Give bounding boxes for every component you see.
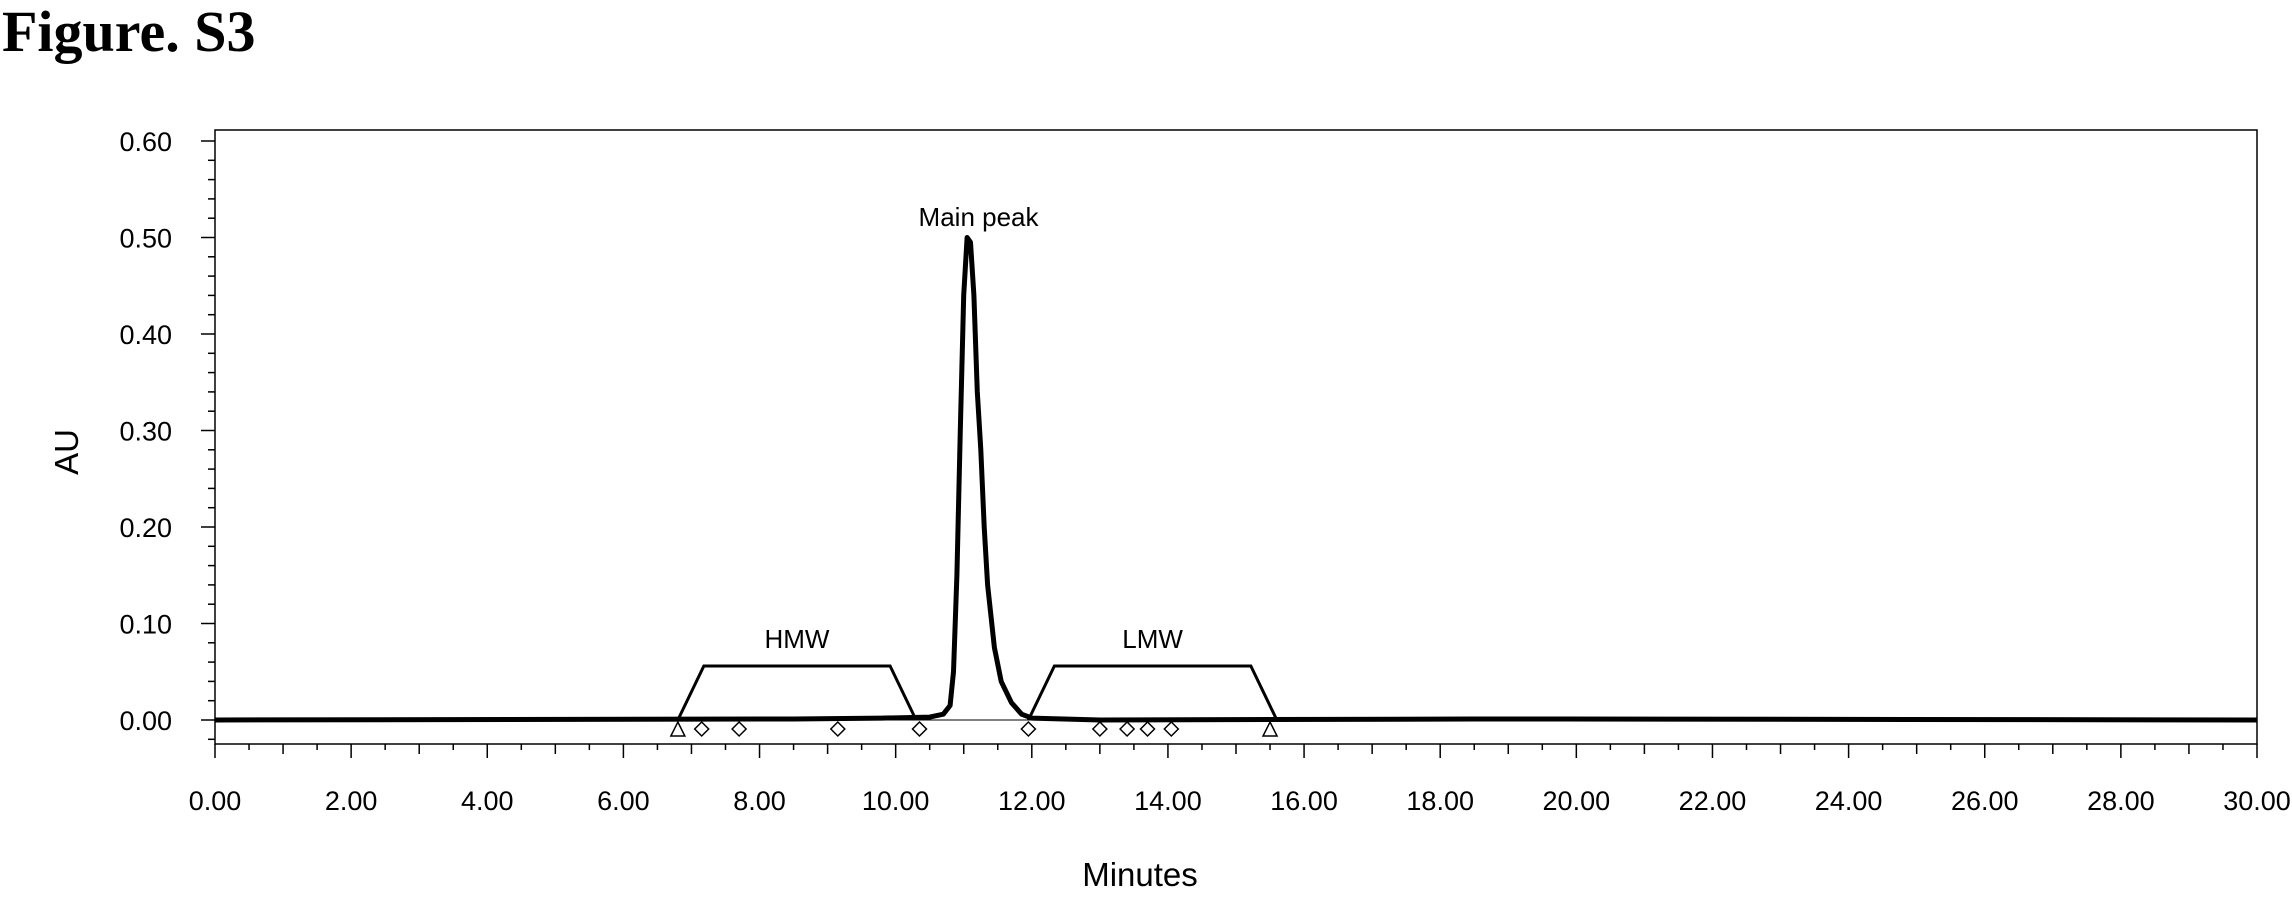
x-tick-label: 20.00: [1543, 786, 1611, 816]
x-tick-label: 30.00: [2223, 786, 2291, 816]
x-tick-label: 24.00: [1815, 786, 1883, 816]
diamond-marker: [911, 720, 928, 738]
diamond-marker: [1020, 720, 1037, 738]
x-tick-label: 6.00: [597, 786, 650, 816]
x-tick-label: 2.00: [325, 786, 378, 816]
x-tick-label: 26.00: [1951, 786, 2019, 816]
diamond-marker: [1119, 720, 1136, 738]
y-tick-label: 0.10: [119, 610, 172, 640]
y-tick-label: 0.00: [119, 706, 172, 736]
x-tick-label: 18.00: [1406, 786, 1474, 816]
x-tick-label: 22.00: [1679, 786, 1747, 816]
x-tick-label: 12.00: [998, 786, 1066, 816]
y-tick-label: 0.50: [119, 224, 172, 254]
bracket-hmw: [676, 664, 918, 721]
y-tick-label: 0.30: [119, 417, 172, 447]
main-peak-label: Main peak: [919, 202, 1040, 232]
bracket-lmw: [1027, 664, 1279, 721]
y-axis-label: AU: [48, 429, 85, 475]
figure-title: Figure. S3: [2, 0, 256, 64]
bracket-label-hmw: HMW: [764, 624, 829, 654]
annotations: Main peak HMW LMW: [676, 202, 1279, 721]
x-tick-label: 14.00: [1134, 786, 1202, 816]
y-tick-label: 0.40: [119, 320, 172, 350]
y-tick-label: 0.60: [119, 127, 172, 157]
markers: [669, 720, 1279, 738]
x-tick-label: 0.00: [189, 786, 242, 816]
series-group: [214, 235, 2258, 723]
x-axis-label: Minutes: [1082, 856, 1198, 893]
x-tick-label: 28.00: [2087, 786, 2155, 816]
diamond-marker: [731, 720, 748, 738]
diamond-marker: [1139, 720, 1156, 738]
y-tick-label: 0.20: [119, 513, 172, 543]
diamond-marker: [1091, 720, 1108, 738]
axes: 0.00 2.00 4.00 6.00 8.00 10.00 12.00 14.00 16.00…: [119, 127, 2290, 816]
diamond-marker: [1163, 720, 1180, 738]
diamond-marker: [829, 720, 846, 738]
triangle-marker: [669, 720, 687, 737]
bracket-label-lmw: LMW: [1122, 624, 1183, 654]
x-tick-label: 8.00: [733, 786, 786, 816]
x-tick-label: 16.00: [1270, 786, 1338, 816]
triangle-marker: [1261, 720, 1279, 737]
x-tick-label: 4.00: [461, 786, 514, 816]
diamond-marker: [693, 720, 710, 738]
series-line: [214, 235, 2258, 723]
x-tick-label: 10.00: [862, 786, 930, 816]
plot-frame: [214, 129, 2258, 745]
